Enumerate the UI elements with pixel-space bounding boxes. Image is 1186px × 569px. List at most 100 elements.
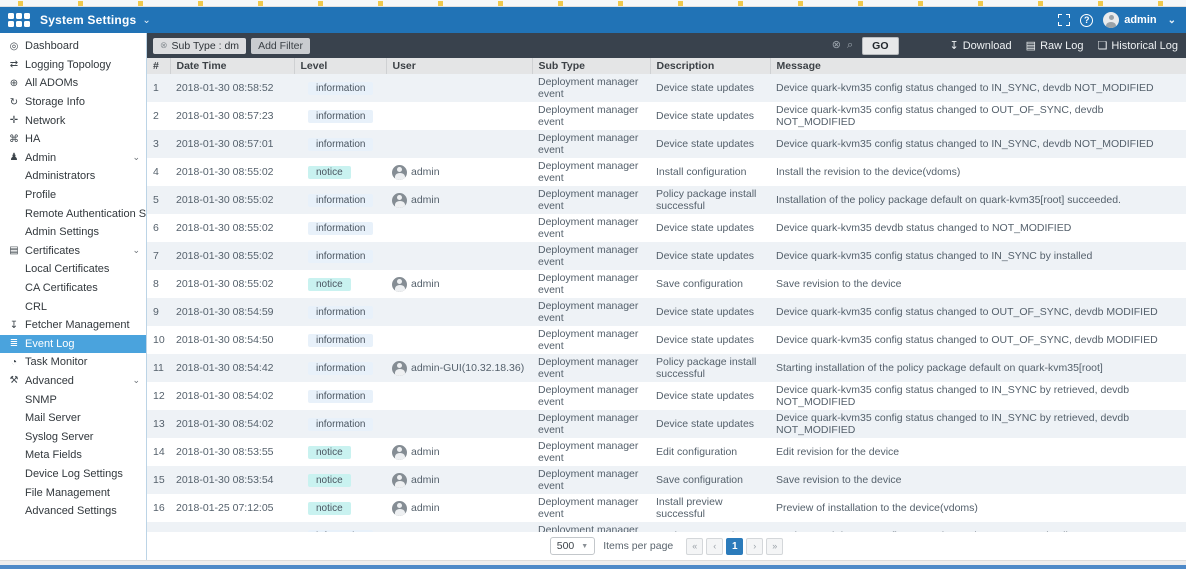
sidebar-item-meta-fields[interactable]: Meta Fields [0, 446, 146, 465]
download-button[interactable]: ↧ Download [949, 39, 1012, 53]
avatar [1103, 12, 1120, 28]
sidebar-item-logging-topology[interactable]: ⇄ Logging Topology [0, 56, 146, 75]
cell-level: information [294, 354, 386, 382]
cell-user [386, 326, 532, 354]
table-row[interactable]: 8 2018-01-30 08:55:02 notice admin Deplo… [147, 270, 1186, 298]
raw-log-button[interactable]: ▤ Raw Log [1025, 39, 1084, 53]
go-button[interactable]: GO [862, 36, 899, 55]
sidebar-item-label: Admin [25, 151, 57, 164]
clear-search-icon[interactable]: ⊗ [831, 39, 841, 51]
app-header: System Settings ⌄ ? admin ⌄ [0, 7, 1186, 33]
sidebar-item-storage-info[interactable]: ↻ Storage Info [0, 93, 146, 112]
ha-cluster-icon: ⌘ [9, 133, 19, 145]
cell-level: information [294, 410, 386, 438]
table-row[interactable]: 16 2018-01-25 07:12:05 notice admin Depl… [147, 494, 1186, 522]
table-row[interactable]: 11 2018-01-30 08:54:42 information admin… [147, 354, 1186, 382]
user-menu[interactable]: admin ⌄ [1103, 12, 1176, 28]
page-title[interactable]: System Settings [40, 13, 137, 27]
magnifier-icon[interactable]: ⌕ [847, 39, 854, 51]
filter-chip-label: Sub Type : dm [171, 39, 240, 52]
cell-level: information [294, 74, 386, 102]
table-row[interactable]: 9 2018-01-30 08:54:59 information Deploy… [147, 298, 1186, 326]
last-page-button[interactable]: » [766, 537, 784, 555]
column-header--[interactable]: # [147, 58, 171, 74]
table-row[interactable]: 6 2018-01-30 08:55:02 information Deploy… [147, 214, 1186, 242]
fortinet-tiles-logo-icon[interactable] [8, 13, 30, 27]
cell-level: notice [294, 466, 386, 494]
table-row[interactable]: 1 2018-01-30 08:58:52 information Deploy… [147, 74, 1186, 102]
cell-subtype: Deployment manager event [538, 384, 639, 408]
table-row[interactable]: 14 2018-01-30 08:53:55 notice admin Depl… [147, 438, 1186, 466]
add-filter-button[interactable]: Add Filter [251, 37, 310, 54]
cell-user [386, 130, 532, 158]
sidebar-item-fetcher-management[interactable]: ↧ Fetcher Management [0, 316, 146, 335]
sidebar-item-all-adoms[interactable]: ⊕ All ADOMs [0, 74, 146, 93]
chevron-down-icon: ⌄ [132, 152, 140, 163]
filter-search-input[interactable]: ⊗ ⌕ [315, 37, 857, 54]
sidebar-item-admin[interactable]: ♟ Admin ⌄ [0, 149, 146, 168]
table-row[interactable]: 15 2018-01-30 08:53:54 notice admin Depl… [147, 466, 1186, 494]
sidebar-item-ha[interactable]: ⌘ HA [0, 130, 146, 149]
sidebar-item-advanced[interactable]: ⚒ Advanced ⌄ [0, 372, 146, 391]
user-name: admin [411, 446, 440, 458]
sidebar-item-local-certificates[interactable]: Local Certificates [0, 260, 146, 279]
prev-page-button[interactable]: ‹ [706, 537, 724, 555]
current-page-button[interactable]: 1 [726, 537, 744, 555]
user-avatar [392, 164, 407, 180]
filter-chip-subtype[interactable]: ⊗ Sub Type : dm [153, 37, 247, 54]
column-header-description[interactable]: Description [650, 58, 771, 74]
sidebar-item-administrators[interactable]: Administrators [0, 167, 146, 186]
user-name: admin [411, 502, 440, 514]
sidebar-item-task-monitor[interactable]: ◔ Task Monitor [0, 353, 146, 372]
sidebar-item-admin-settings[interactable]: Admin Settings [0, 223, 146, 242]
cell-number: 6 [153, 222, 159, 234]
sidebar-item-label: CRL [25, 300, 48, 313]
sidebar-item-profile[interactable]: Profile [0, 186, 146, 205]
remove-filter-icon[interactable]: ⊗ [160, 40, 168, 50]
sidebar-item-label: All ADOMs [25, 77, 79, 90]
sidebar-item-network[interactable]: ✛ Network [0, 111, 146, 130]
raw-log-icon: ▤ [1025, 40, 1037, 52]
table-row[interactable]: 4 2018-01-30 08:55:02 notice admin Deplo… [147, 158, 1186, 186]
sidebar-item-dashboard[interactable]: ◎ Dashboard [0, 37, 146, 56]
historical-log-button[interactable]: ❏ Historical Log [1097, 39, 1178, 53]
title-chevron-down-icon[interactable]: ⌄ [142, 14, 151, 26]
sidebar-item-advanced-settings[interactable]: Advanced Settings [0, 502, 146, 521]
help-icon[interactable]: ? [1080, 13, 1094, 27]
table-row[interactable]: 7 2018-01-30 08:55:02 information Deploy… [147, 242, 1186, 270]
sidebar-item-label: Logging Topology [25, 58, 112, 71]
table-row[interactable]: 5 2018-01-30 08:55:02 information admin … [147, 186, 1186, 214]
sidebar-item-label: File Management [25, 486, 110, 499]
cell-subtype: Deployment manager event [538, 244, 639, 268]
table-row[interactable]: 2 2018-01-30 08:57:23 information Deploy… [147, 102, 1186, 130]
page-size-select[interactable]: 500 ▼ [549, 537, 596, 555]
sidebar-item-mail-server[interactable]: Mail Server [0, 409, 146, 428]
sidebar-item-remote-authentication-server[interactable]: Remote Authentication Server [0, 204, 146, 223]
column-header-message[interactable]: Message [770, 58, 1186, 74]
next-page-button[interactable]: › [746, 537, 764, 555]
cell-user [386, 74, 532, 102]
cell-subtype: Deployment manager event [538, 496, 639, 520]
sidebar-item-certificates[interactable]: ▤ Certificates ⌄ [0, 242, 146, 261]
sidebar-item-ca-certificates[interactable]: CA Certificates [0, 279, 146, 298]
fullscreen-icon[interactable] [1058, 14, 1071, 26]
sidebar-item-snmp[interactable]: SNMP [0, 390, 146, 409]
column-header-user[interactable]: User [386, 58, 533, 74]
column-header-date-time[interactable]: Date Time [170, 58, 295, 74]
first-page-button[interactable]: « [686, 537, 704, 555]
column-header-level[interactable]: Level [294, 58, 387, 74]
table-row[interactable]: 12 2018-01-30 08:54:02 information Deplo… [147, 382, 1186, 410]
table-row[interactable]: 10 2018-01-30 08:54:50 information Deplo… [147, 326, 1186, 354]
column-header-sub-type[interactable]: Sub Type [532, 58, 651, 74]
cell-message: Starting installation of the policy pack… [776, 362, 1103, 374]
sidebar-item-crl[interactable]: CRL [0, 297, 146, 316]
table-row[interactable]: 17 2018-01-24 11:43:32 information Deplo… [147, 522, 1186, 532]
cell-datetime: 2018-01-30 08:57:23 [176, 110, 274, 122]
sidebar-item-syslog-server[interactable]: Syslog Server [0, 427, 146, 446]
table-row[interactable]: 3 2018-01-30 08:57:01 information Deploy… [147, 130, 1186, 158]
sidebar-item-file-management[interactable]: File Management [0, 483, 146, 502]
table-row[interactable]: 13 2018-01-30 08:54:02 information Deplo… [147, 410, 1186, 438]
sidebar-item-device-log-settings[interactable]: Device Log Settings [0, 465, 146, 484]
sidebar-item-event-log[interactable]: ≣ Event Log [0, 334, 146, 354]
cell-description: Device state updates [656, 110, 755, 122]
